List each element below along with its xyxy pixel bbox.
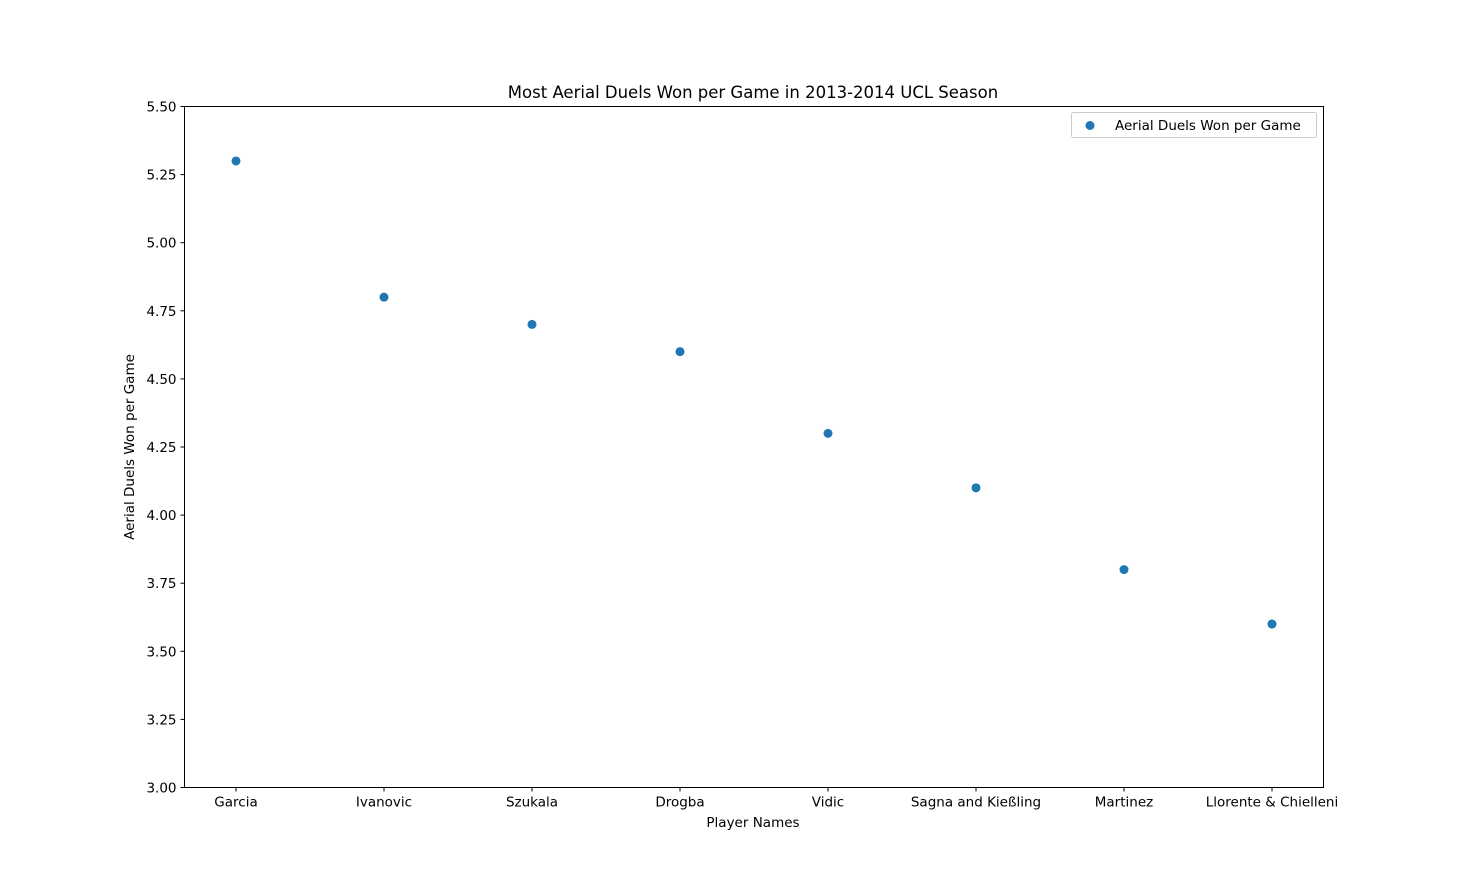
y-axis-ticks: 3.00 3.25 3.50 3.75 4.00 4.25 4.50 4.75 5.00 5.25… — [146, 100, 185, 797]
y-tick-label: 3.50 — [146, 644, 176, 660]
chart-title: Most Aerial Duels Won per Game in 2013-2… — [508, 83, 998, 102]
scatter-point — [823, 428, 833, 438]
y-tick-label: 5.25 — [146, 168, 176, 184]
data-points — [231, 156, 1277, 629]
x-tick-label: Drogba — [655, 795, 704, 811]
y-tick-label: 4.75 — [146, 304, 176, 320]
scatter-point — [1119, 565, 1129, 575]
x-tick-label: Szukala — [506, 795, 558, 811]
y-tick-label: 5.00 — [146, 236, 176, 252]
legend-box — [1071, 112, 1317, 138]
x-tick-label: Garcia — [214, 795, 257, 811]
legend-marker — [1085, 121, 1095, 130]
x-tick-label: Vidic — [812, 795, 844, 811]
y-tick-label: 4.00 — [146, 508, 176, 524]
x-tick-label: Llorente & Chielleni — [1206, 795, 1339, 811]
scatter-point — [1267, 619, 1277, 629]
y-tick-label: 5.50 — [146, 100, 176, 116]
scatter-point — [971, 483, 981, 493]
legend-label: Aerial Duels Won per Game — [1115, 118, 1301, 134]
y-axis-label: Aerial Duels Won per Game — [122, 354, 138, 540]
y-tick-label: 4.50 — [146, 372, 176, 388]
scatter-point — [231, 156, 241, 166]
x-axis-label: Player Names — [706, 815, 799, 831]
y-tick-label: 3.25 — [146, 712, 176, 728]
x-tick-label: Sagna and Kießling — [911, 795, 1041, 811]
scatter-point — [379, 292, 389, 302]
y-tick-label: 3.75 — [146, 576, 176, 592]
x-tick-label: Martinez — [1095, 795, 1153, 811]
plot-area-frame — [184, 106, 1324, 788]
legend: Aerial Duels Won per Game — [1071, 112, 1317, 138]
y-tick-label: 4.25 — [146, 440, 176, 456]
x-axis-ticks: Garcia Ivanovic Szukala Drogba Vidic Sagna an… — [214, 787, 1339, 811]
y-tick-label: 3.00 — [146, 781, 176, 797]
scatter-point — [675, 347, 685, 357]
scatter-point — [527, 319, 537, 329]
x-tick-label: Ivanovic — [356, 795, 412, 811]
